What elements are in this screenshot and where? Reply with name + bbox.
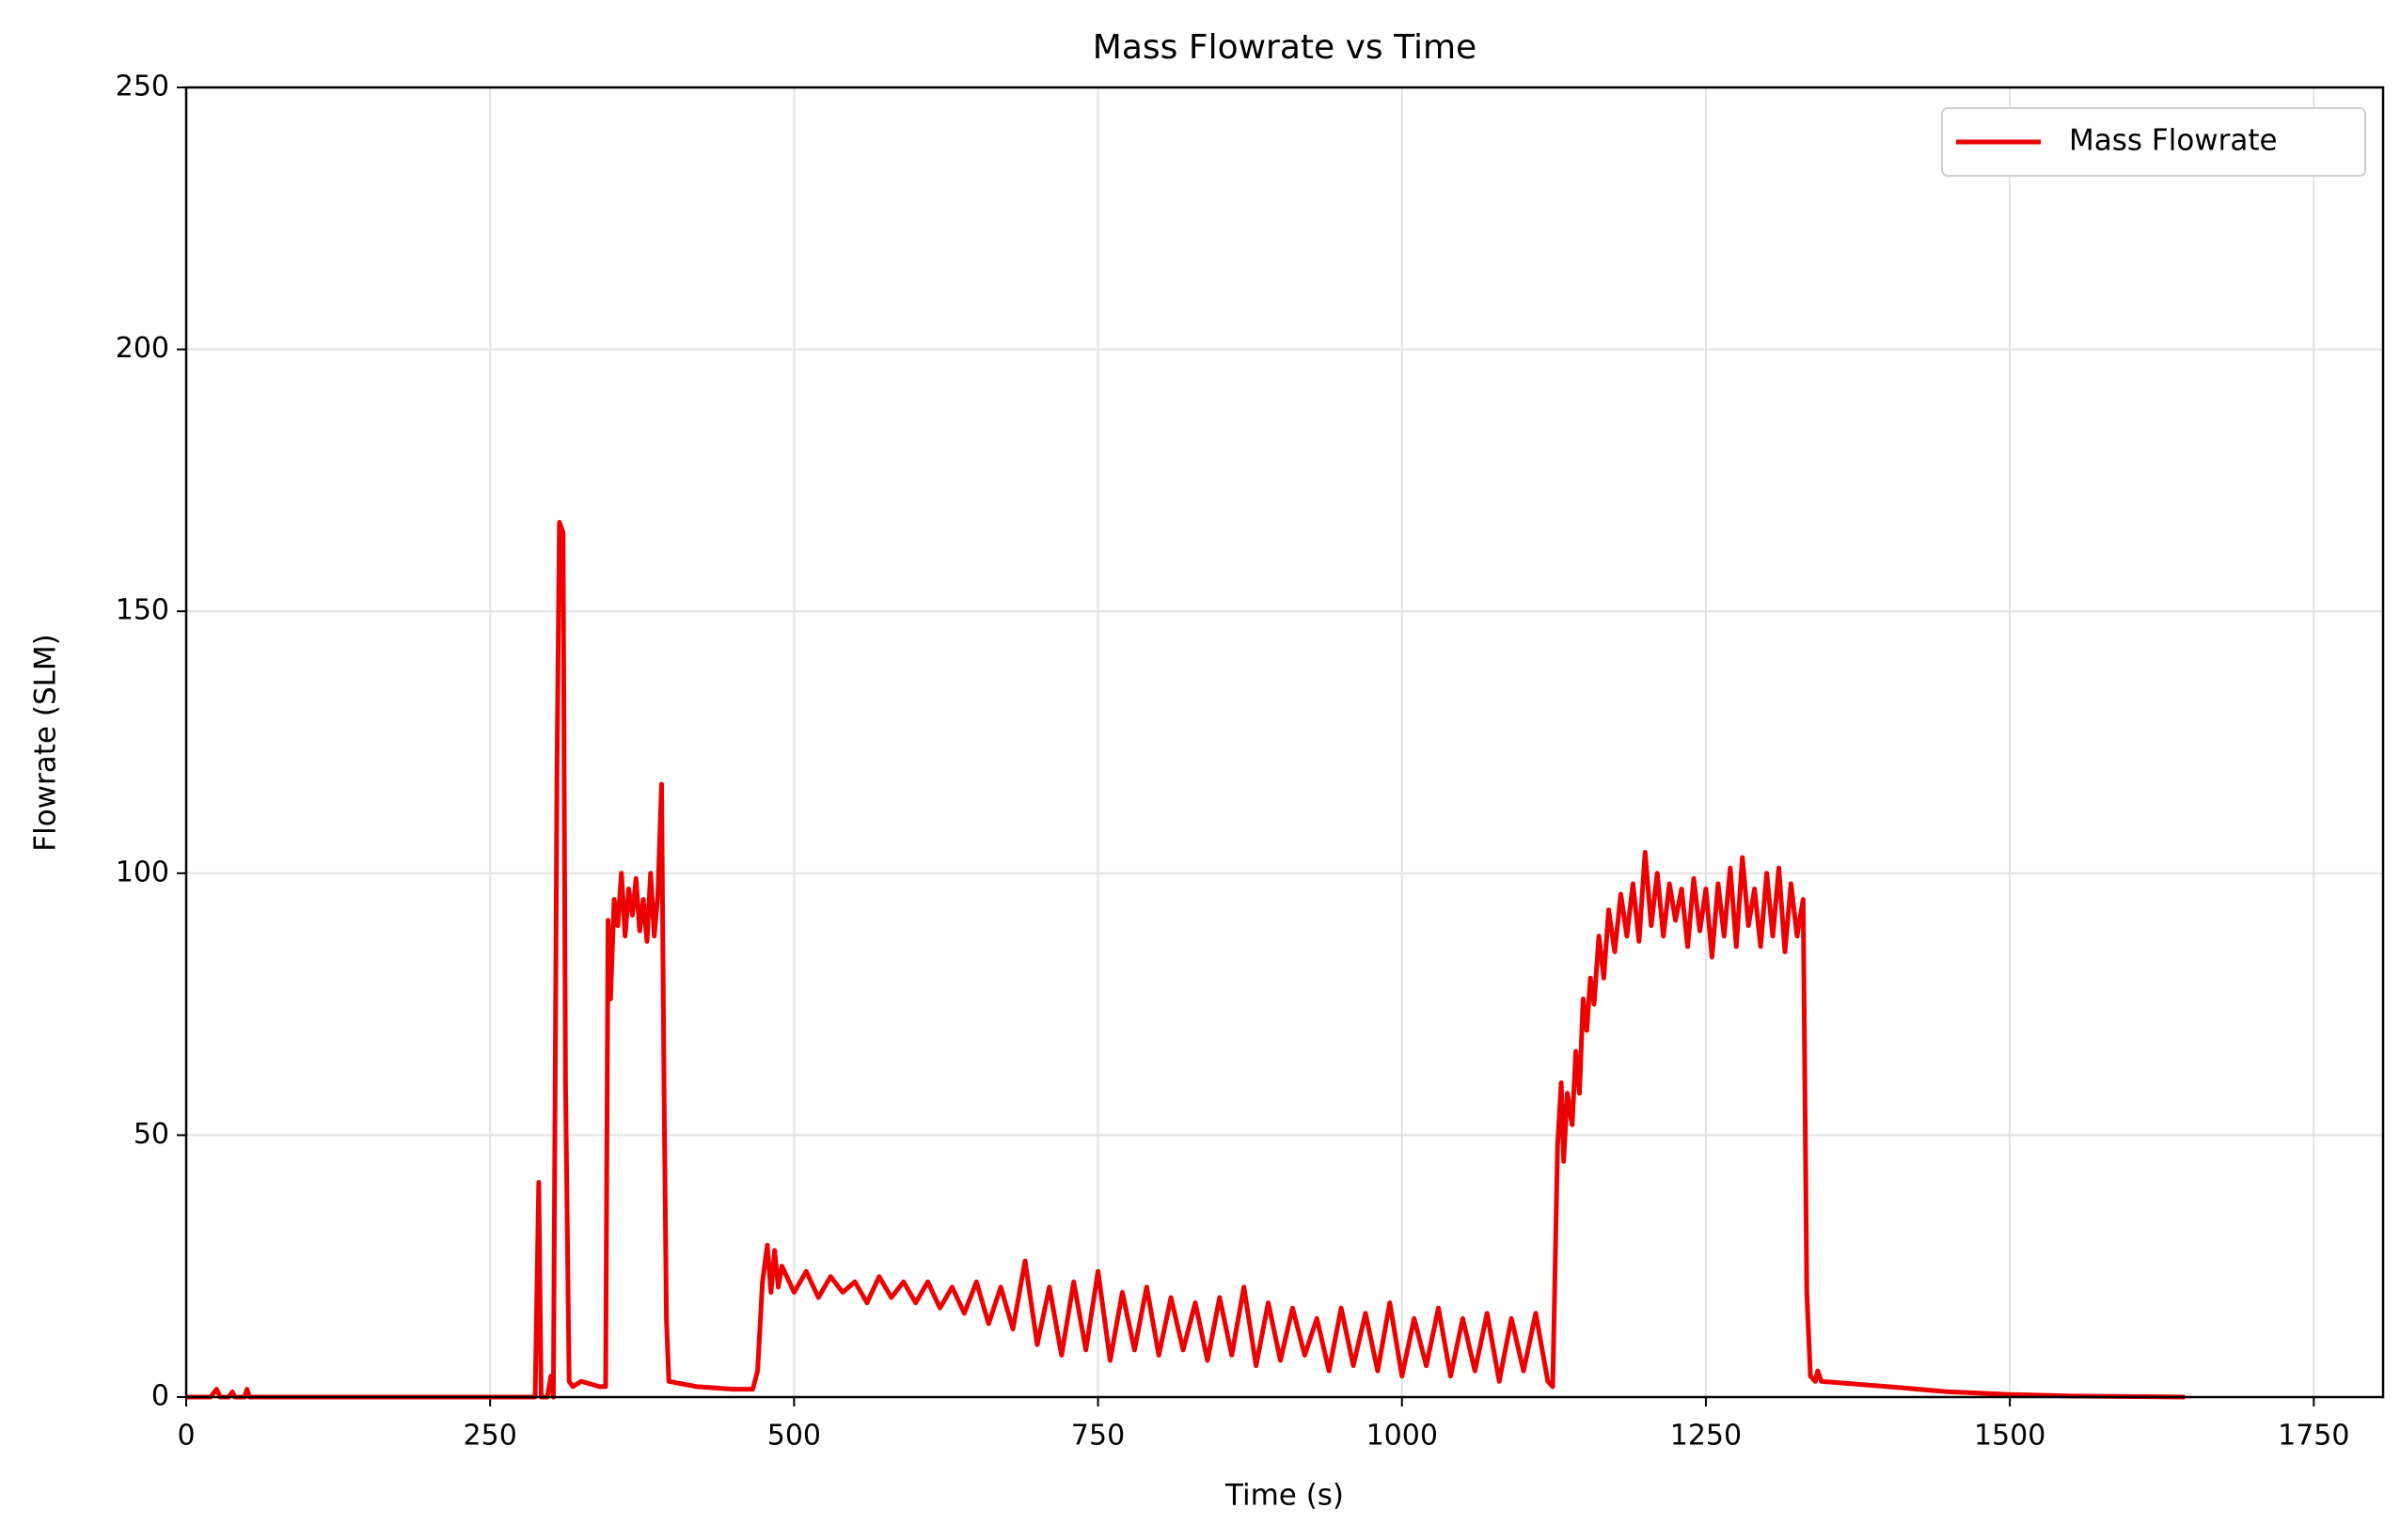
plot-frame [184,86,2385,1399]
chart-title: Mass Flowrate vs Time [1093,28,1476,67]
x-tick-label: 1250 [1670,1420,1742,1453]
y-axis-label: Flowrate (SLM) [29,634,63,851]
legend-box [1941,107,2366,177]
legend: Mass Flowrate [1941,107,2366,177]
x-tick-label: 1750 [2278,1420,2349,1453]
x-tick-label: 250 [464,1420,517,1453]
x-tick-label: 750 [1071,1420,1125,1453]
y-tick-label: 100 [116,856,169,888]
x-tick-label: 0 [177,1420,195,1453]
legend-label: Mass Flowrate [2069,124,2278,158]
x-tick-label: 1500 [1974,1420,2045,1453]
x-tick-label: 500 [767,1420,821,1453]
y-tick-label: 250 [116,71,169,103]
x-tick-label: 1000 [1366,1420,1438,1453]
y-tick-label: 0 [151,1380,169,1413]
data-line [186,519,2186,1400]
y-tick-label: 50 [134,1118,169,1151]
x-axis-label: Time (s) [1224,1479,1344,1513]
y-tick-label: 150 [116,594,169,627]
y-tick-label: 200 [116,332,169,365]
